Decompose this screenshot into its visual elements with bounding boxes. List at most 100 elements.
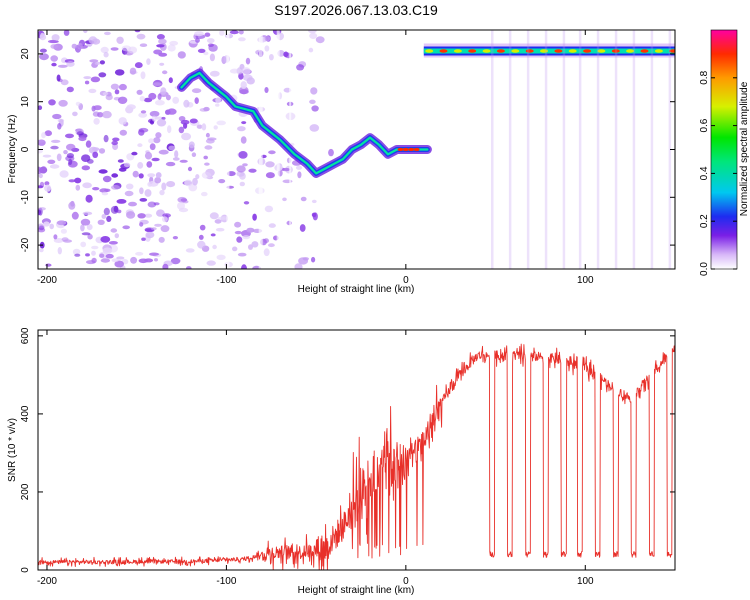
- y-tick-label: 600: [20, 327, 31, 344]
- spectrogram-noise-cell: [51, 34, 60, 42]
- spectrogram-noise-cell: [139, 96, 145, 102]
- spectrogram-noise-cell: [122, 225, 130, 230]
- spectrogram-noise-cell: [48, 99, 56, 106]
- spectrogram-noise-cell: [116, 199, 127, 204]
- spectrogram-noise-cell: [174, 150, 179, 159]
- spectrogram-noise-cell: [242, 163, 248, 167]
- spectrogram-noise-cell: [81, 165, 91, 171]
- spectrogram-gap-stripe: [226, 30, 230, 269]
- spectrogram-noise-cell: [40, 166, 47, 174]
- spectrogram-noise-cell: [44, 181, 50, 186]
- spectrogram-noise-cell: [240, 81, 247, 89]
- spectrogram-noise-cell: [101, 214, 107, 219]
- spectrogram-noise-cell: [138, 173, 144, 179]
- spectrogram-noise-cell: [265, 161, 275, 168]
- spectrogram-noise-cell: [155, 172, 162, 179]
- spectrogram-noise-cell: [210, 233, 216, 237]
- spectrogram-noise-cell: [84, 80, 90, 85]
- spectrogram-noise-cell: [155, 99, 165, 106]
- carrier-dropout-stripe: [578, 30, 582, 269]
- spectrogram-noise-cell: [114, 89, 120, 95]
- spectrogram-noise-cell: [50, 44, 58, 49]
- spectrogram-noise-cell: [136, 33, 146, 40]
- spectrogram-noise-cell: [209, 53, 215, 62]
- spectrogram-noise-cell: [194, 97, 199, 104]
- spectrogram-noise-cell: [238, 37, 246, 42]
- snr-panel: -200 -100 0 100 0 200 400 600 Height of straigh…: [7, 327, 676, 596]
- spectrogram-noise-cell: [80, 224, 85, 232]
- spectrogram-noise-cell: [264, 45, 270, 52]
- spectrogram-noise-cell: [85, 194, 93, 203]
- spectrogram-noise-cell: [135, 251, 144, 256]
- spectrogram-noise-cell: [248, 244, 253, 250]
- colorbar-tick-label: 0.0: [699, 262, 710, 276]
- spectrogram-noise-cell: [205, 132, 210, 138]
- spectrogram-noise-cell: [195, 174, 200, 180]
- spectrogram-noise-cell: [195, 37, 200, 43]
- y-tick-label: -20: [20, 237, 31, 252]
- spectrogram-noise-cell: [185, 248, 195, 253]
- spectrogram-noise-cell: [241, 121, 247, 125]
- spectrogram-noise-cell: [191, 152, 197, 157]
- spectrogram-noise-cell: [110, 47, 119, 51]
- spectrogram-noise-cell: [154, 177, 162, 184]
- spectrogram-noise-cell: [167, 44, 176, 52]
- snr-frame: [37, 329, 676, 571]
- carrier-peak: [511, 49, 520, 53]
- spectrogram-noise-cell: [124, 190, 134, 197]
- x-tick-label: -100: [216, 576, 236, 587]
- spectrogram-noise-cell: [165, 94, 171, 101]
- spectrogram-noise-cell: [137, 162, 144, 169]
- spectrogram-noise-cell: [141, 237, 146, 241]
- spectrogram-noise-cell: [38, 105, 43, 110]
- spectrogram-noise-cell: [71, 43, 78, 49]
- spectrogram-noise-cell: [201, 123, 207, 131]
- spectrogram-noise-cell: [77, 42, 83, 50]
- spectrogram-noise-cell: [197, 48, 206, 54]
- spectrogram-noise-cell: [246, 77, 255, 85]
- spectrogram-noise-cell: [146, 161, 153, 168]
- spectrogram-noise-cell: [263, 248, 270, 257]
- spectrogram-noise-cell: [238, 151, 248, 159]
- spectrogram-noise-cell: [156, 44, 165, 48]
- spectrogram-noise-cell: [215, 227, 225, 232]
- carrier-dropout-stripe: [650, 30, 654, 269]
- spectrogram-noise-cell: [38, 173, 43, 179]
- spectrogram-noise-cell: [57, 247, 62, 255]
- spectrogram-noise-cell: [157, 93, 162, 100]
- spectrogram-noise-cell: [42, 154, 52, 158]
- spectrogram-noise-cell: [178, 116, 186, 122]
- spectrogram-noise-cell: [110, 83, 119, 90]
- spectrogram-noise-cell: [145, 231, 155, 239]
- spectrogram-noise-cell: [76, 131, 84, 136]
- spectrogram-noise-cell: [167, 108, 177, 115]
- signal-track-core: [180, 71, 429, 175]
- spectrogram-noise-cell: [56, 74, 61, 82]
- spectrogram-noise-cell: [196, 124, 203, 129]
- snr-plot: [38, 343, 675, 570]
- spectrogram-noise-cell: [66, 61, 75, 67]
- spectrogram-noise-cell: [315, 36, 325, 44]
- spectrogram-noise-cell: [299, 224, 306, 232]
- spectrogram-noise-cell: [75, 184, 81, 191]
- spectrogram-noise-cell: [97, 219, 105, 225]
- spectrogram-noise-cell: [111, 258, 119, 263]
- spectrogram-noise-cell: [74, 253, 81, 257]
- carrier-peak: [640, 49, 649, 53]
- x-tick-label: -100: [216, 275, 236, 286]
- spectrogram-noise-cell: [158, 149, 169, 155]
- spectrogram-noise-cell: [269, 54, 274, 61]
- spectrogram-noise-cell: [105, 94, 113, 101]
- spectrogram-noise-cell: [154, 116, 164, 120]
- spectrogram-noise-cell: [93, 105, 102, 111]
- spectrogram-noise-cell: [179, 159, 188, 163]
- spectrogram-noise-cell: [149, 252, 159, 256]
- spectrogram-noise-cell: [156, 119, 167, 127]
- spectrogram-noise-cell: [236, 236, 243, 243]
- colorbar-tick-label: 0.6: [699, 118, 710, 132]
- spectrogram-noise-cell: [144, 151, 153, 160]
- spectrogram-noise-cell: [130, 256, 138, 264]
- spectrogram-noise-cell: [165, 161, 176, 167]
- spectrogram-noise-cell: [118, 83, 127, 91]
- spectrogram-noise-cell: [65, 133, 74, 139]
